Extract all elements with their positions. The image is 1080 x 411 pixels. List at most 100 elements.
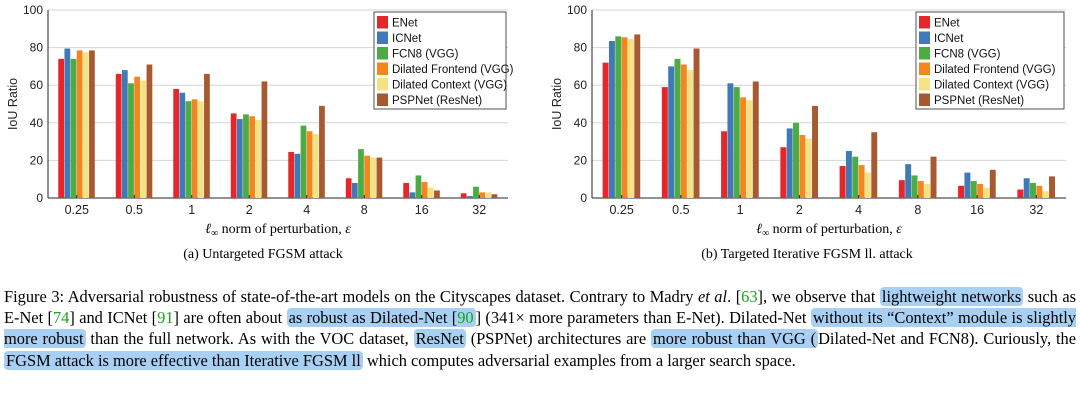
bar: [403, 182, 410, 198]
x-tick-label: 0.25: [65, 203, 89, 217]
bar: [115, 73, 122, 198]
chart-2: 0 20 40 60 80 100 0.25 0.5 1 2 4 8 16 32 IoU Ratio ℓ∞ n…: [550, 3, 1066, 262]
bar: [491, 194, 498, 198]
legend-swatch: [919, 78, 930, 91]
bar: [680, 64, 687, 199]
x-tick-label: 4: [303, 203, 310, 217]
bar: [634, 34, 641, 198]
bar: [466, 196, 473, 198]
y-tick-label: 0: [580, 191, 587, 205]
bar: [615, 36, 622, 198]
bar: [255, 119, 262, 198]
bar: [409, 192, 416, 198]
bar: [627, 39, 634, 198]
bar: [243, 114, 249, 198]
subfigure-caption: (a) Untargeted FGSM attack: [183, 247, 343, 262]
bar: [473, 186, 479, 198]
x-tick-label: 2: [796, 203, 803, 217]
legend-label: ICNet: [934, 33, 964, 45]
bar: [306, 131, 313, 198]
x-tick-label: 32: [1029, 203, 1043, 217]
bar: [839, 166, 846, 198]
bar: [930, 156, 937, 198]
y-tick-label: 60: [574, 78, 588, 92]
figure-caption: Figure 3: Adversarial robustness of stat…: [4, 286, 1077, 371]
bar: [958, 185, 965, 198]
bar: [733, 87, 740, 198]
x-tick-label: 16: [970, 203, 984, 217]
bar: [64, 48, 71, 198]
caption-text: ] and ICNet [: [69, 308, 158, 328]
x-tick-label: 2: [246, 203, 253, 217]
y-tick-label: 40: [30, 116, 44, 130]
x-axis-label: ℓ∞ norm of perturbation, ε: [205, 222, 351, 239]
bar: [721, 131, 728, 198]
bar: [693, 48, 700, 198]
legend-label: FCN8 (VGG): [392, 49, 459, 61]
bar: [746, 100, 753, 198]
bar: [621, 37, 628, 199]
bar: [805, 138, 812, 198]
y-tick-label: 100: [23, 3, 43, 17]
bar: [134, 76, 140, 198]
legend-label: Dilated Frontend (VGG): [392, 64, 514, 76]
bar: [871, 132, 878, 198]
citation-link[interactable]: 63: [741, 287, 758, 306]
legend: ENet ICNet FCN8 (VGG) Dilated Frontend (VGG…: [915, 11, 1065, 110]
legend-swatch: [919, 16, 930, 29]
caption-text: et al: [697, 287, 728, 306]
y-tick-label: 0: [36, 191, 43, 205]
bar: [1049, 176, 1055, 198]
bar: [1023, 178, 1030, 198]
bar: [786, 128, 793, 198]
bar: [345, 178, 352, 198]
bar: [852, 156, 859, 198]
bar: [674, 58, 681, 198]
legend-swatch: [377, 62, 388, 75]
bar: [128, 83, 134, 198]
caption-text: ] (341× more parameters than E-Net). Dil…: [475, 308, 811, 328]
bar: [76, 50, 83, 198]
bar: [197, 101, 204, 198]
bar: [1017, 189, 1024, 198]
y-tick-label: 80: [30, 41, 44, 55]
bar: [812, 105, 818, 198]
bar: [661, 87, 668, 198]
bar: [780, 147, 787, 198]
legend-swatch: [919, 62, 930, 75]
caption-text: (PSPNet) architectures are: [465, 329, 652, 349]
x-tick-label: 8: [361, 203, 368, 217]
bar: [376, 157, 383, 198]
highlight: lightweight networks: [879, 287, 1024, 306]
chart-1: 0 20 40 60 80 100 0.25 0.5 1 2 4 8 16 32 IoU Ratio ℓ∞ n…: [6, 3, 514, 262]
y-tick-label: 20: [574, 153, 588, 167]
legend-swatch: [377, 93, 388, 106]
y-axis-label: IoU Ratio: [6, 78, 20, 130]
subfigure-caption: (b) Targeted Iterative FGSM ll. attack: [701, 247, 913, 262]
caption-text: Figure 3: Adversarial robustness of stat…: [4, 287, 698, 306]
bar: [917, 181, 924, 198]
bar: [1030, 182, 1036, 198]
bar: [858, 165, 865, 198]
caption-text: than the full network. As with the VOC d…: [85, 329, 414, 349]
bar: [752, 81, 759, 198]
bar: [370, 157, 377, 198]
y-axis-label: IoU Ratio: [550, 78, 564, 130]
bar: [261, 81, 268, 198]
x-tick-label: 16: [415, 203, 429, 217]
bar: [793, 122, 799, 198]
bar: [236, 119, 243, 198]
citation-link[interactable]: 90: [457, 308, 474, 328]
x-tick-label: 0.5: [126, 203, 143, 217]
bar: [479, 192, 485, 198]
citation-link[interactable]: 91: [157, 308, 174, 328]
bar: [977, 183, 984, 198]
citation-link[interactable]: 74: [52, 308, 70, 328]
bar: [288, 151, 295, 198]
bar: [70, 58, 77, 198]
bar: [1036, 185, 1043, 198]
bar: [249, 116, 255, 198]
bar: [230, 113, 237, 198]
caption-text: Dilated-Net and FCN8). Curiously, the: [818, 329, 1076, 349]
